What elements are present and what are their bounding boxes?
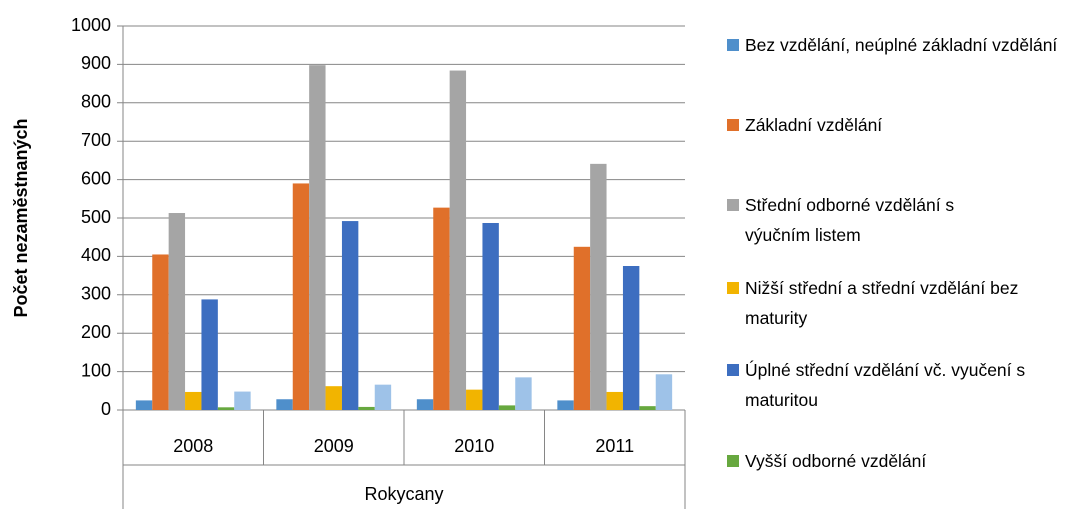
legend-label: Vyšší odborné vzdělání [745,451,927,471]
bar [416,399,434,410]
bar [341,221,359,410]
legend-label: Nižší střední a střední vzdělání bez mat… [745,278,1019,328]
x-tick-label: 2008 [173,436,213,456]
bar [185,391,202,410]
bar [655,374,673,410]
legend-item: Střední odborné vzdělání s výučním liste… [727,190,1072,250]
bar [573,246,591,410]
bar [201,299,218,410]
y-tick-label: 1000 [71,15,111,35]
y-tick-label: 600 [81,168,111,188]
y-axis-label: Počet nezaměstnaných [11,118,31,317]
legend-label: Střední odborné vzdělání s výučním liste… [745,195,955,245]
bar [466,389,483,410]
y-tick-label: 800 [81,92,111,112]
x-tick-label: 2009 [314,436,354,456]
y-tick-label: 900 [81,53,111,73]
bar [515,377,532,410]
legend-label: Bez vzdělání, neúplné základní vzdělání [745,35,1058,55]
bar [276,399,293,410]
legend-swatch [727,119,739,131]
y-tick-label: 700 [81,130,111,150]
legend-swatch [727,282,739,294]
bar [292,183,310,410]
legend-item: Vyšší odborné vzdělání [727,446,1072,476]
bar [374,384,392,410]
bar [168,213,186,410]
y-tick-label: 300 [81,284,111,304]
bar [639,406,656,410]
legend-label: Základní vzdělání [745,115,883,135]
y-tick-label: 100 [81,360,111,380]
bar [217,407,235,410]
bar [325,386,342,410]
legend-item: Základní vzdělání [727,110,1072,140]
legend-swatch [727,39,739,51]
y-tick-label: 500 [81,207,111,227]
bar [590,163,607,410]
bar [557,400,574,410]
legend-label: Úplné střední vzdělání vč. vyučení s mat… [745,360,1026,410]
bar [606,391,623,410]
bar [433,207,450,410]
y-tick-label: 200 [81,322,111,342]
x-tick-label: 2011 [595,436,634,456]
group-label: Rokycany [364,484,443,504]
legend-swatch [727,364,739,376]
legend-item: Bez vzdělání, neúplné základní vzdělání [727,30,1072,60]
bar [498,405,516,410]
bar [135,400,153,410]
bar [482,222,499,410]
bar [152,254,169,410]
legend-item: Úplné střední vzdělání vč. vyučení s mat… [727,355,1072,415]
bar [309,65,326,410]
bar [449,70,467,410]
y-tick-label: 0 [101,399,111,419]
y-tick-label: 400 [81,245,111,265]
legend-item: Nižší střední a střední vzdělání bez mat… [727,273,1072,333]
x-tick-label: 2010 [454,436,494,456]
legend-swatch [727,455,739,467]
bar [622,266,640,410]
legend-swatch [727,199,739,211]
bar [234,391,251,410]
bar [358,406,375,410]
